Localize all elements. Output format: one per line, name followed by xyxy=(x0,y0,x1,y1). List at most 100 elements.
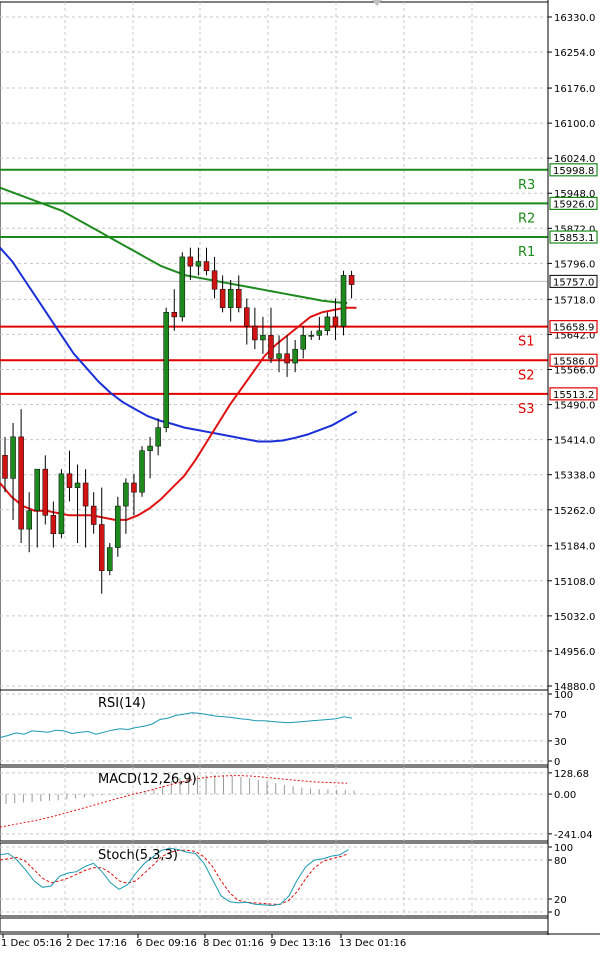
main-price-panel: R3 R2 R1 S1 S2 S3 16330.0 16254.0 16176.0 16100.… xyxy=(0,0,598,935)
candle-body xyxy=(187,256,194,267)
price-tick-label: 16330.0 xyxy=(554,13,595,24)
candle-body xyxy=(348,275,355,285)
rsi-line xyxy=(0,712,353,738)
level-price-box xyxy=(549,163,598,177)
level-price-box xyxy=(549,387,598,401)
price-tick-label: 15262.0 xyxy=(554,506,595,517)
candle-body xyxy=(2,455,8,479)
candle-body xyxy=(139,450,145,493)
indicator-tick-label: 20 xyxy=(554,895,567,906)
level-price-value: 15998.8 xyxy=(553,166,594,177)
stoch-panel-frame xyxy=(0,842,549,917)
candle-body xyxy=(171,312,178,318)
candle-body xyxy=(268,335,274,359)
price-tick-label: 15184.0 xyxy=(554,542,595,553)
price-tick-label: 16024.0 xyxy=(554,154,595,165)
candle-body xyxy=(300,335,306,350)
candle-body xyxy=(123,482,129,507)
indicator-tick-label: 128.68 xyxy=(554,769,589,780)
candle-body xyxy=(163,312,169,428)
level-label-r3: R3 xyxy=(518,178,535,193)
candle-body xyxy=(244,307,250,327)
price-tick-label: 14880.0 xyxy=(554,682,595,693)
indicator-tick-label: 0.00 xyxy=(554,790,576,801)
candle-body xyxy=(42,468,49,516)
candle-body xyxy=(58,473,65,534)
level-price-value: 15513.2 xyxy=(553,390,594,401)
main-grid xyxy=(0,1,549,691)
pivot-levels: R3 R2 R1 S1 S2 S3 xyxy=(0,168,548,417)
level-label-s2: S2 xyxy=(518,368,535,383)
rsi-title: RSI(14) xyxy=(98,696,146,711)
candle-body xyxy=(227,288,234,308)
price-tick-label: 15032.0 xyxy=(554,612,595,623)
rsi-panel-frame xyxy=(0,689,549,766)
indicator-tick-label: 70 xyxy=(554,710,567,721)
candle-body xyxy=(179,256,186,318)
level-label-s1: S1 xyxy=(518,335,535,350)
indicator-tick-label: 100 xyxy=(554,843,573,854)
stoch-d-line xyxy=(0,849,349,905)
time-tick-label: 6 Dec 09:16 xyxy=(136,938,197,949)
candle-body xyxy=(10,436,16,479)
ma-mid-line xyxy=(0,186,348,305)
price-tick-label: 15642.0 xyxy=(554,330,595,341)
time-tick-label: 13 Dec 01:16 xyxy=(339,938,406,949)
candle-body xyxy=(235,288,242,308)
time-tick-label: 9 Dec 13:16 xyxy=(270,938,331,949)
price-tick-label: 15796.0 xyxy=(554,259,595,270)
candle-body xyxy=(147,445,153,451)
candle-body xyxy=(252,325,258,341)
indicator-tick-label: 30 xyxy=(554,737,567,748)
level-price-box xyxy=(549,353,598,367)
candle-body xyxy=(66,473,73,488)
time-tick-label: 1 Dec 05:16 xyxy=(1,938,62,949)
time-tick-label: 2 Dec 17:16 xyxy=(66,938,127,949)
candle-body xyxy=(211,270,218,290)
candle-body xyxy=(284,353,290,364)
candle-body xyxy=(340,275,347,327)
rsi-panel: 100 70 30 0 xyxy=(0,689,573,768)
candle-body xyxy=(90,505,97,525)
candle-body xyxy=(82,482,89,507)
candle-body xyxy=(98,524,105,571)
level-label-s3: S3 xyxy=(518,402,535,417)
level-label-r1: R1 xyxy=(518,245,535,260)
candle-body xyxy=(74,482,81,488)
price-tick-label: 14956.0 xyxy=(554,647,595,658)
price-tick-label: 15414.0 xyxy=(554,436,595,447)
level-price-box xyxy=(549,320,598,334)
candle-body xyxy=(115,505,121,548)
price-tick-label: 15108.0 xyxy=(554,577,595,588)
price-tick-label: 15718.0 xyxy=(554,295,595,306)
collapse-arrow-icon[interactable] xyxy=(372,0,382,6)
candlesticks xyxy=(2,247,355,594)
indicator-tick-label: 100 xyxy=(554,690,573,701)
candle-body xyxy=(18,436,24,530)
price-axis: 16330.0 16254.0 16176.0 16100.0 16024.0 15948… xyxy=(547,0,595,935)
stoch-title: Stoch(5,3,3) xyxy=(98,848,178,863)
indicator-tick-label: -241.04 xyxy=(554,830,593,841)
level-price-box xyxy=(549,196,598,210)
level-price-boxes: 15998.8 15926.0 15853.1 15658.9 15586.0 15513… xyxy=(549,163,598,401)
level-price-value: 15926.0 xyxy=(553,199,594,210)
level-label-r2: R2 xyxy=(518,211,535,226)
candle-body xyxy=(292,348,298,364)
candle-body xyxy=(260,335,266,341)
candle-body xyxy=(131,482,137,493)
level-price-box xyxy=(549,230,598,244)
indicator-tick-label: 0 xyxy=(554,757,560,768)
candle-body xyxy=(276,353,282,359)
candle-body xyxy=(308,335,315,337)
level-price-value: 15658.9 xyxy=(553,323,594,334)
indicator-tick-label: 80 xyxy=(554,856,567,867)
macd-panel: 128.68 0.00 -241.04 xyxy=(0,766,593,842)
candle-body xyxy=(332,316,339,327)
candle-body xyxy=(324,316,331,331)
candle-body xyxy=(107,547,113,571)
price-tick-label: 15338.0 xyxy=(554,471,595,482)
current-price-box xyxy=(549,274,598,288)
macd-panel-frame xyxy=(0,766,549,842)
